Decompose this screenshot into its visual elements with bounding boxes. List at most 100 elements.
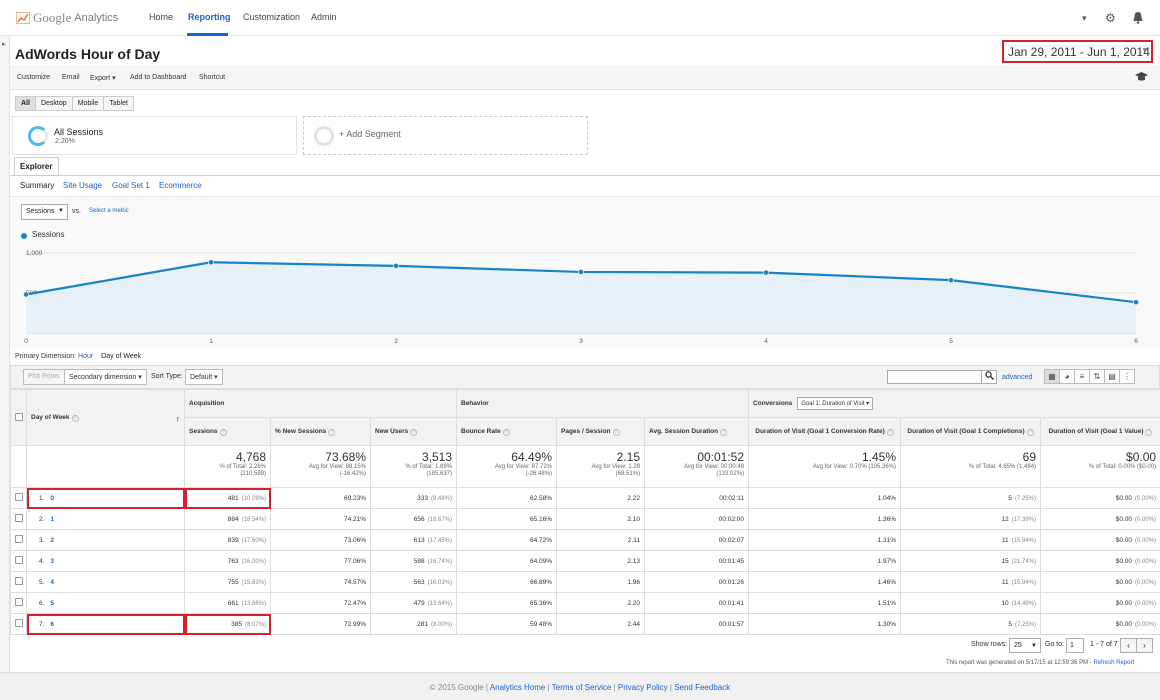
device-tab-tablet[interactable]: Tablet	[103, 96, 134, 111]
account-dropdown-icon[interactable]: ▾	[1082, 13, 1087, 23]
segment-all-sessions[interactable]: All Sessions 2.26%	[12, 116, 297, 155]
sidebar-expand-icon[interactable]: ▸	[2, 41, 6, 48]
col-header-goal1-conversion-rate[interactable]: Duration of Visit (Goal 1 Conversion Rat…	[748, 417, 902, 446]
table-search-input[interactable]	[887, 370, 982, 384]
col-header-new-sessions[interactable]: % New Sessions?	[270, 417, 371, 446]
new-users-value: 563	[413, 578, 425, 586]
dimension-link[interactable]: 2	[50, 536, 55, 544]
chevron-down-icon: ▼	[1031, 643, 1037, 649]
sort-ascending-icon[interactable]: ↑	[175, 414, 181, 424]
help-icon[interactable]: ?	[1145, 428, 1153, 436]
table-controls: Plot Rows Secondary dimension ▾ Sort Typ…	[10, 365, 1160, 389]
device-tab-mobile[interactable]: Mobile	[71, 96, 105, 111]
collapsed-sidebar[interactable]: ▸	[0, 36, 10, 672]
dimension-link[interactable]: 6	[50, 620, 55, 628]
metric-selector[interactable]: Sessions ▼	[21, 204, 68, 220]
avg-duration-cell: 00:01:57	[643, 613, 750, 635]
secondary-dimension-dropdown[interactable]: Secondary dimension ▾	[64, 369, 147, 385]
tab-explorer[interactable]: Explorer	[14, 157, 59, 175]
row-index: 7.	[39, 620, 45, 628]
google-analytics-logo[interactable]: Google Analytics	[16, 10, 118, 26]
row-checkbox[interactable]	[15, 535, 23, 543]
dimension-link[interactable]: 5	[50, 599, 55, 607]
sessions-value: 481	[227, 494, 239, 502]
data-view-icon[interactable]: ▦	[1044, 369, 1060, 384]
help-icon[interactable]: ?	[720, 428, 728, 436]
subtab-site-usage[interactable]: Site Usage	[63, 181, 103, 190]
dimension-hour-link[interactable]: Hour	[78, 353, 94, 360]
footer-link-privacy[interactable]: Privacy Policy	[617, 683, 668, 692]
row-checkbox[interactable]	[15, 577, 23, 585]
refresh-report-link[interactable]: Refresh Report	[1093, 660, 1135, 666]
date-range-picker[interactable]: Jan 29, 2011 - Jun 1, 2014 ▼	[1002, 40, 1153, 63]
performance-view-icon[interactable]: ≡	[1074, 369, 1090, 384]
advanced-filter-link[interactable]: advanced	[1002, 374, 1033, 381]
goto-page-input[interactable]: 1	[1066, 638, 1084, 653]
dimension-header[interactable]: Day of Week? ↑	[26, 389, 185, 446]
sort-type-dropdown[interactable]: Default ▾	[185, 369, 223, 385]
col-header-new-users[interactable]: New Users?	[370, 417, 457, 446]
col-header-avg-session-duration[interactable]: Avg. Session Duration?	[643, 417, 750, 446]
nav-home[interactable]: Home	[149, 12, 174, 22]
help-icon[interactable]: ?	[219, 428, 227, 436]
dimension-link[interactable]: 1	[50, 515, 55, 523]
row-checkbox[interactable]	[15, 598, 23, 606]
customize-button[interactable]: Customize	[17, 74, 51, 81]
percentage-view-icon[interactable]: ◕	[1059, 369, 1075, 384]
new-sessions-cell: 74.57%	[270, 571, 371, 593]
total-sessions: 4,768% of Total: 2.26% (210,589)	[184, 445, 271, 488]
device-tab-desktop[interactable]: Desktop	[34, 96, 73, 111]
table-row: 5. 4 755 (15.83%) 74.57% 563 (16.03%) 66.89% 1.9…	[10, 571, 1160, 593]
footer-link-analytics-home[interactable]: Analytics Home	[489, 683, 546, 692]
select-metric-link[interactable]: Select a metric	[89, 208, 129, 214]
export-button[interactable]: Export ▾	[90, 75, 116, 82]
email-button[interactable]: Email	[62, 74, 80, 81]
subtab-summary[interactable]: Summary	[20, 181, 55, 190]
col-header-goal1-value[interactable]: Duration of Visit (Goal 1 Value)?	[1040, 417, 1160, 446]
shortcut-button[interactable]: Shortcut	[199, 74, 226, 81]
footer-link-terms[interactable]: Terms of Service	[551, 683, 612, 692]
show-rows-select[interactable]: 25 ▼	[1009, 638, 1041, 653]
col-header-goal1-completions[interactable]: Duration of Visit (Goal 1 Completions)?	[900, 417, 1042, 446]
help-icon[interactable]: ?	[71, 414, 79, 422]
select-all-checkbox[interactable]	[15, 412, 23, 421]
row-checkbox[interactable]	[15, 493, 23, 501]
row-checkbox[interactable]	[15, 619, 23, 627]
help-icon[interactable]: ?	[502, 428, 510, 436]
help-icon[interactable]: ?	[886, 428, 894, 436]
add-to-dashboard-button[interactable]: Add to Dashboard	[130, 74, 187, 81]
help-icon[interactable]: ?	[612, 428, 620, 436]
row-checkbox[interactable]	[15, 514, 23, 522]
term-cloud-view-icon[interactable]: ▤	[1104, 369, 1120, 384]
add-segment-button[interactable]: + Add Segment	[303, 116, 588, 155]
goal-selector[interactable]: Goal 1: Duration of Visit ▾	[797, 397, 874, 410]
bell-icon[interactable]	[1132, 11, 1144, 27]
nav-customization[interactable]: Customization	[243, 12, 301, 22]
dimension-link[interactable]: 4	[50, 578, 55, 586]
nav-admin[interactable]: Admin	[311, 12, 337, 22]
subtab-goal-set-1[interactable]: Goal Set 1	[112, 181, 150, 190]
prev-page-icon[interactable]: ‹	[1120, 638, 1137, 653]
comparison-view-icon[interactable]: ⇅	[1089, 369, 1105, 384]
next-page-icon[interactable]: ›	[1136, 638, 1153, 653]
col-header-sessions[interactable]: Sessions?	[184, 417, 271, 446]
pivot-view-icon[interactable]: ⋮	[1119, 369, 1135, 384]
col-header-label: New Users	[375, 427, 409, 435]
sessions-cell: 481 (10.09%)	[184, 487, 271, 509]
help-icon[interactable]: ?	[328, 428, 336, 436]
search-icon[interactable]	[981, 370, 997, 384]
device-tab-all[interactable]: All	[15, 96, 36, 111]
footer-link-feedback[interactable]: Send Feedback	[674, 683, 731, 692]
col-header-bounce-rate[interactable]: Bounce Rate?	[456, 417, 557, 446]
dimension-link[interactable]: 3	[50, 557, 55, 565]
help-icon[interactable]: ?	[1026, 428, 1034, 436]
help-icon[interactable]: ?	[410, 428, 418, 436]
plot-rows-button[interactable]: Plot Rows	[23, 369, 65, 385]
dimension-link[interactable]: 0	[50, 494, 55, 502]
nav-reporting[interactable]: Reporting	[188, 12, 231, 22]
gear-icon[interactable]: ⚙	[1105, 11, 1116, 25]
intelligence-events-icon[interactable]	[1135, 72, 1148, 85]
subtab-ecommerce[interactable]: Ecommerce	[159, 181, 202, 190]
row-checkbox[interactable]	[15, 556, 23, 564]
col-header-pages-per-session[interactable]: Pages / Session?	[556, 417, 645, 446]
